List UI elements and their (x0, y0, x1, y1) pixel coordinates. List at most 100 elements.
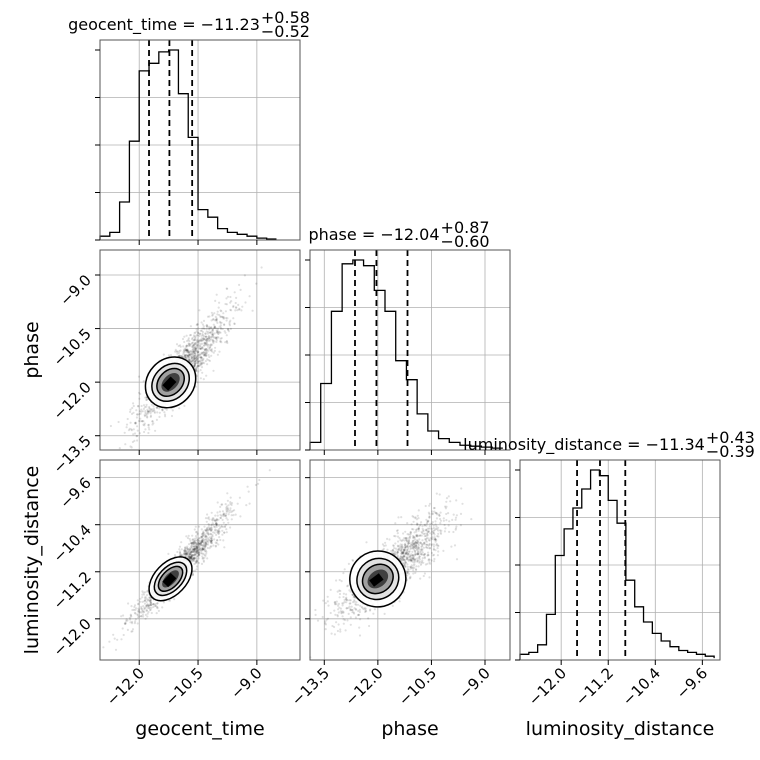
sample-point (141, 610, 144, 613)
sample-point (157, 609, 160, 613)
sample-point (210, 326, 213, 329)
title-error-minus: −0.39 (706, 442, 755, 461)
sample-point (195, 559, 198, 562)
sample-point (184, 355, 187, 358)
sample-point (196, 365, 199, 368)
sample-point (405, 556, 409, 560)
sample-point (136, 413, 139, 416)
sample-point (436, 547, 439, 550)
sample-point (417, 546, 420, 550)
sample-point (215, 529, 218, 532)
sample-point (189, 552, 192, 555)
sample-point (204, 528, 207, 532)
sample-point (197, 341, 200, 344)
sample-point (351, 559, 355, 562)
sample-point (203, 532, 206, 535)
sample-point (420, 530, 423, 534)
sample-point (137, 602, 140, 605)
sample-point (192, 362, 195, 365)
sample-point (433, 529, 436, 532)
panel-frame (309, 459, 511, 661)
sample-point (401, 556, 404, 559)
x-tick-label: −9.6 (673, 664, 711, 702)
sample-point (142, 380, 145, 383)
sample-point (214, 299, 217, 302)
sample-point (155, 605, 158, 608)
sample-point (454, 518, 457, 521)
sample-point (184, 554, 187, 557)
sample-point (417, 534, 420, 538)
sample-point (201, 534, 205, 537)
sample-point (418, 558, 421, 561)
sample-point (251, 309, 254, 312)
sample-point (421, 551, 424, 554)
sample-point (352, 601, 355, 604)
sample-point (229, 501, 232, 504)
sample-point (197, 331, 200, 334)
sample-point (436, 528, 439, 531)
sample-point (186, 545, 189, 548)
sample-point (196, 541, 199, 544)
sample-point (348, 599, 351, 602)
sample-point (197, 362, 200, 365)
sample-point (398, 537, 401, 540)
sample-point (193, 556, 196, 559)
sample-point (407, 540, 411, 543)
sample-point (210, 349, 213, 352)
sample-point (178, 545, 182, 548)
sample-point (358, 608, 361, 612)
sample-point (116, 638, 119, 641)
sample-point (196, 539, 199, 542)
sample-point (402, 558, 405, 561)
sample-point (149, 608, 152, 611)
sample-point (354, 603, 357, 606)
sample-point (208, 527, 212, 530)
sample-point (182, 348, 185, 351)
sample-point (204, 533, 207, 537)
sample-point (217, 332, 220, 335)
sample-point (417, 541, 420, 544)
sample-point (355, 601, 358, 604)
sample-point (449, 500, 452, 503)
sample-point (407, 572, 410, 575)
sample-point (225, 506, 228, 509)
sample-point (204, 335, 208, 338)
sample-point (152, 422, 155, 425)
sample-point (399, 549, 403, 552)
sample-point (402, 552, 405, 555)
sample-point (130, 412, 134, 415)
sample-point (204, 543, 207, 547)
sample-point (408, 550, 411, 553)
sample-point (146, 603, 149, 607)
sample-point (148, 599, 151, 602)
sample-point (345, 607, 348, 610)
sample-point (397, 547, 400, 550)
sample-point (219, 309, 222, 312)
sample-point (226, 328, 230, 331)
sample-point (225, 340, 228, 343)
sample-point (193, 540, 196, 543)
sample-point (193, 528, 196, 531)
sample-point (420, 562, 423, 565)
sample-point (223, 317, 226, 320)
sample-point (359, 604, 362, 607)
sample-point (437, 544, 440, 548)
sample-point (224, 503, 227, 506)
sample-point (391, 550, 395, 553)
sample-point (149, 599, 152, 602)
sample-point (193, 354, 196, 357)
sample-point (187, 549, 190, 552)
sample-point (427, 554, 430, 557)
sample-point (439, 531, 442, 534)
sample-point (224, 514, 228, 518)
sample-point (187, 351, 190, 354)
sample-point (227, 328, 230, 331)
sample-point (415, 518, 419, 521)
sample-point (199, 540, 202, 543)
sample-point (194, 367, 197, 370)
sample-point (214, 544, 217, 547)
sample-point (206, 351, 209, 354)
sample-point (204, 541, 207, 544)
sample-point (215, 340, 218, 344)
sample-point (121, 627, 124, 630)
